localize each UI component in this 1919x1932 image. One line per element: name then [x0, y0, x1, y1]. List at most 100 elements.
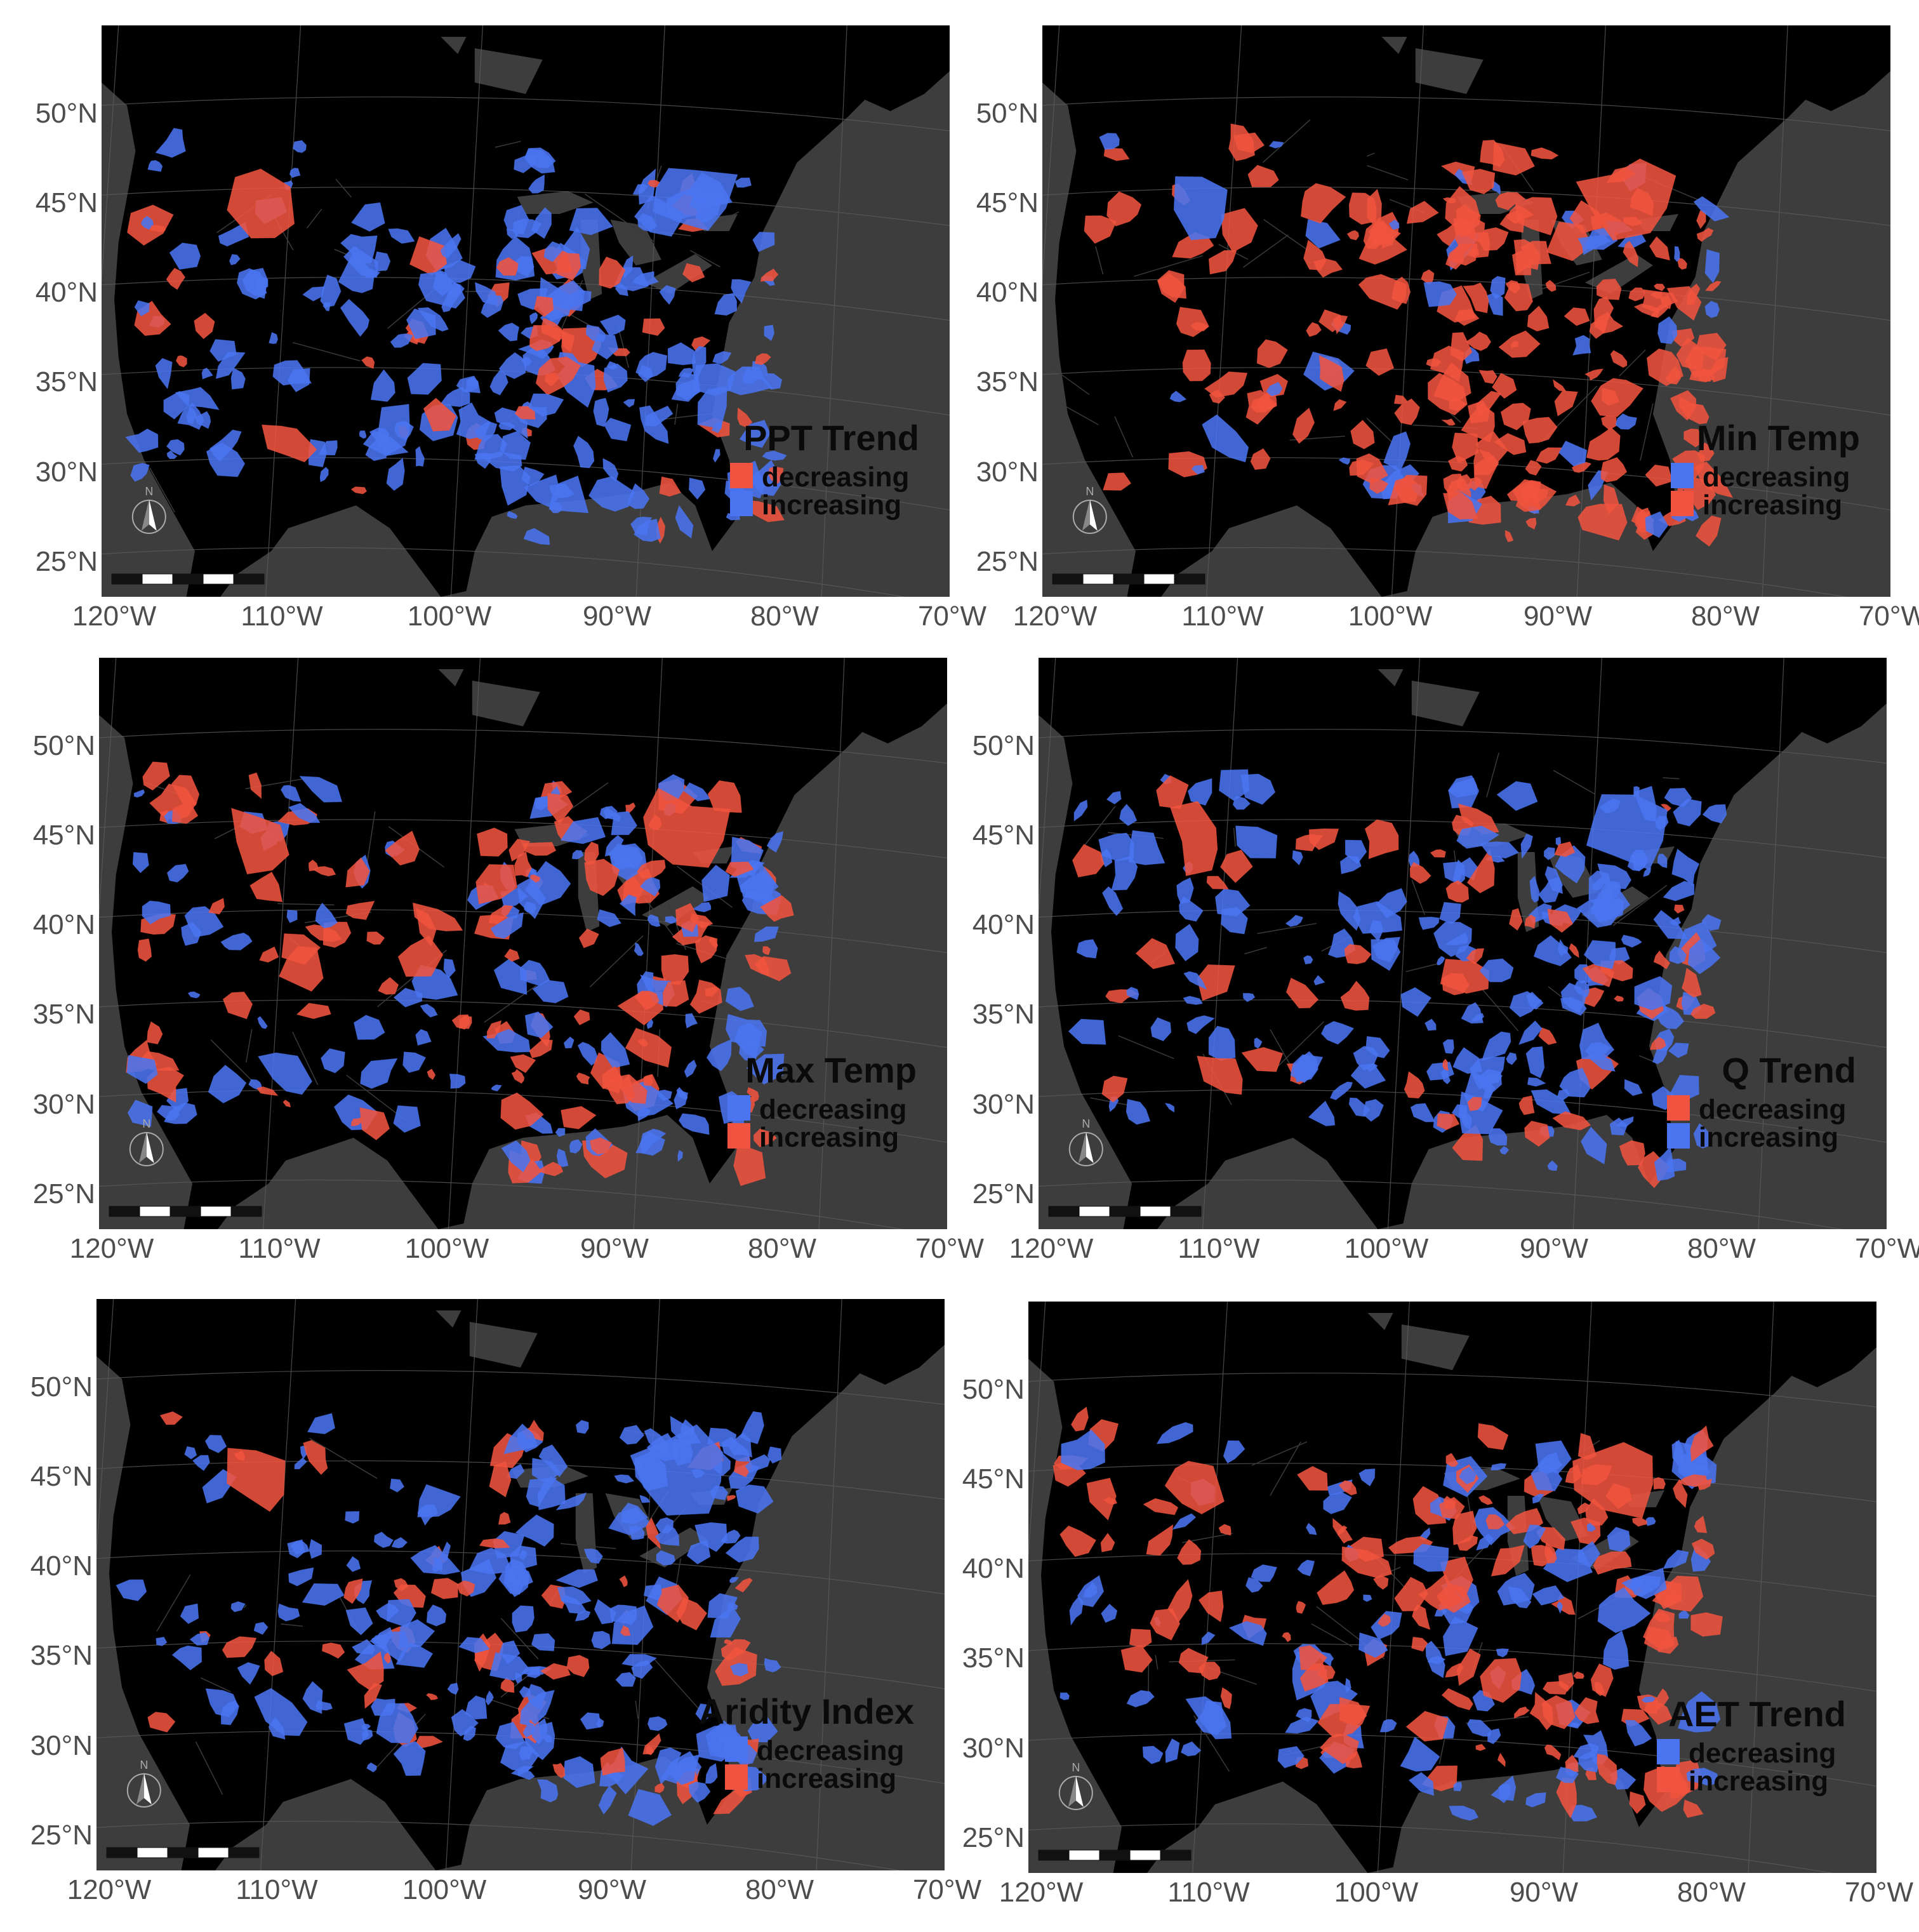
watershed-decreasing	[1308, 828, 1339, 850]
lon-tick-label: 90°W	[1523, 601, 1593, 632]
watershed-increasing	[1494, 433, 1527, 455]
watershed-decreasing	[465, 1695, 488, 1720]
lat-tick-label: 45°N	[30, 1460, 93, 1492]
watershed-increasing	[1650, 304, 1669, 318]
watershed-increasing	[1545, 279, 1557, 292]
watershed-decreasing	[1674, 904, 1685, 914]
watershed-trends	[126, 761, 794, 1187]
watershed-increasing	[1479, 958, 1514, 983]
watershed-increasing	[1544, 1744, 1562, 1761]
watershed-decreasing	[1523, 1524, 1546, 1549]
watershed-decreasing	[1603, 1630, 1630, 1670]
lat-tick-label: 45°N	[32, 819, 95, 851]
watershed-increasing	[303, 1440, 328, 1476]
watershed-decreasing	[1165, 1738, 1180, 1763]
watershed-decreasing	[1344, 943, 1372, 964]
watershed-decreasing	[575, 1420, 589, 1434]
watershed-increasing	[1492, 373, 1517, 399]
watershed-increasing	[1499, 1145, 1510, 1155]
watershed-increasing	[1694, 1516, 1708, 1533]
watershed-increasing	[1182, 349, 1211, 382]
watershed-decreasing	[1498, 1775, 1517, 1801]
watershed-decreasing	[524, 1011, 554, 1039]
watershed-decreasing	[556, 1148, 569, 1168]
watershed-increasing	[1285, 914, 1304, 927]
watershed-increasing	[166, 439, 185, 456]
watershed-increasing	[1500, 403, 1531, 430]
watershed-decreasing	[738, 1040, 765, 1062]
graticule	[1039, 658, 1887, 1229]
watershed-decreasing	[1338, 457, 1351, 465]
watershed-increasing	[1564, 307, 1590, 326]
watershed-increasing	[1678, 396, 1710, 425]
watershed-increasing	[1577, 503, 1628, 541]
watershed-decreasing	[524, 901, 537, 914]
watershed-increasing	[230, 367, 246, 390]
watershed-increasing	[222, 991, 253, 1020]
watershed-increasing	[259, 946, 279, 963]
watershed-decreasing	[1619, 1140, 1645, 1166]
lat-tick-label: 35°N	[30, 1640, 93, 1672]
north-arrow-icon: N	[131, 485, 166, 534]
watershed-decreasing	[1169, 390, 1187, 403]
watershed-decreasing	[531, 1633, 555, 1651]
watershed-increasing	[1573, 1671, 1584, 1679]
watershed-decreasing	[288, 803, 321, 823]
watershed-increasing	[1531, 147, 1559, 160]
watershed-decreasing	[1059, 1692, 1070, 1700]
watershed-decreasing	[443, 958, 456, 979]
watershed-decreasing	[184, 1446, 197, 1460]
lat-tick-label: 40°N	[962, 1553, 1025, 1585]
lat-tick-label: 25°N	[32, 1178, 95, 1209]
watershed-increasing	[643, 1074, 653, 1086]
watershed-increasing	[475, 864, 518, 905]
watershed-decreasing	[1663, 1549, 1689, 1569]
watershed-decreasing	[1297, 1559, 1315, 1576]
watershed-decreasing	[677, 1150, 683, 1163]
watershed-increasing	[569, 208, 613, 236]
lake	[610, 220, 661, 265]
watershed-decreasing	[1704, 249, 1720, 283]
lon-tick-label: 100°W	[1348, 601, 1433, 632]
watershed-decreasing	[705, 1762, 718, 1784]
watershed-increasing	[287, 368, 310, 392]
watershed-increasing	[155, 357, 173, 390]
watershed-increasing	[1313, 975, 1325, 986]
watershed-increasing	[249, 872, 283, 902]
watershed-increasing	[1543, 1681, 1569, 1695]
watershed-increasing	[599, 314, 626, 336]
watershed-increasing	[1504, 282, 1533, 312]
watershed-increasing	[282, 1099, 291, 1108]
watershed-increasing	[1318, 355, 1345, 392]
watershed-decreasing	[1577, 1541, 1601, 1568]
lon-tick-label: 90°W	[1509, 1877, 1579, 1908]
scale-bar	[1052, 573, 1205, 585]
watershed-increasing	[654, 1783, 665, 1794]
watershed-increasing	[302, 286, 325, 302]
watershed-increasing	[543, 241, 562, 262]
watershed-decreasing	[149, 225, 166, 232]
watershed-decreasing	[580, 1712, 601, 1730]
legend-title: PPT Trend	[743, 417, 919, 458]
watershed-decreasing	[1191, 465, 1205, 475]
watershed-increasing	[724, 1639, 733, 1646]
watershed-increasing	[1318, 309, 1342, 333]
watershed-increasing	[296, 1003, 331, 1020]
lon-tick-label: 120°W	[69, 1233, 154, 1264]
watershed-increasing	[481, 451, 522, 472]
watershed-increasing	[498, 323, 520, 342]
watershed-decreasing	[286, 909, 298, 923]
watershed-decreasing	[171, 1645, 203, 1670]
watershed-increasing	[1233, 132, 1265, 154]
watershed-decreasing	[1558, 441, 1588, 467]
watershed-decreasing	[1682, 968, 1702, 998]
watershed-decreasing	[142, 900, 171, 925]
watershed-decreasing	[608, 843, 644, 870]
watershed-decreasing	[1404, 1071, 1425, 1099]
watershed-increasing	[320, 274, 342, 308]
watershed-increasing	[1106, 191, 1142, 227]
lon-tick-label: 100°W	[1334, 1877, 1419, 1908]
watershed-increasing	[1372, 1575, 1389, 1590]
watershed-increasing	[1445, 1663, 1464, 1678]
watershed-increasing	[1247, 164, 1279, 187]
